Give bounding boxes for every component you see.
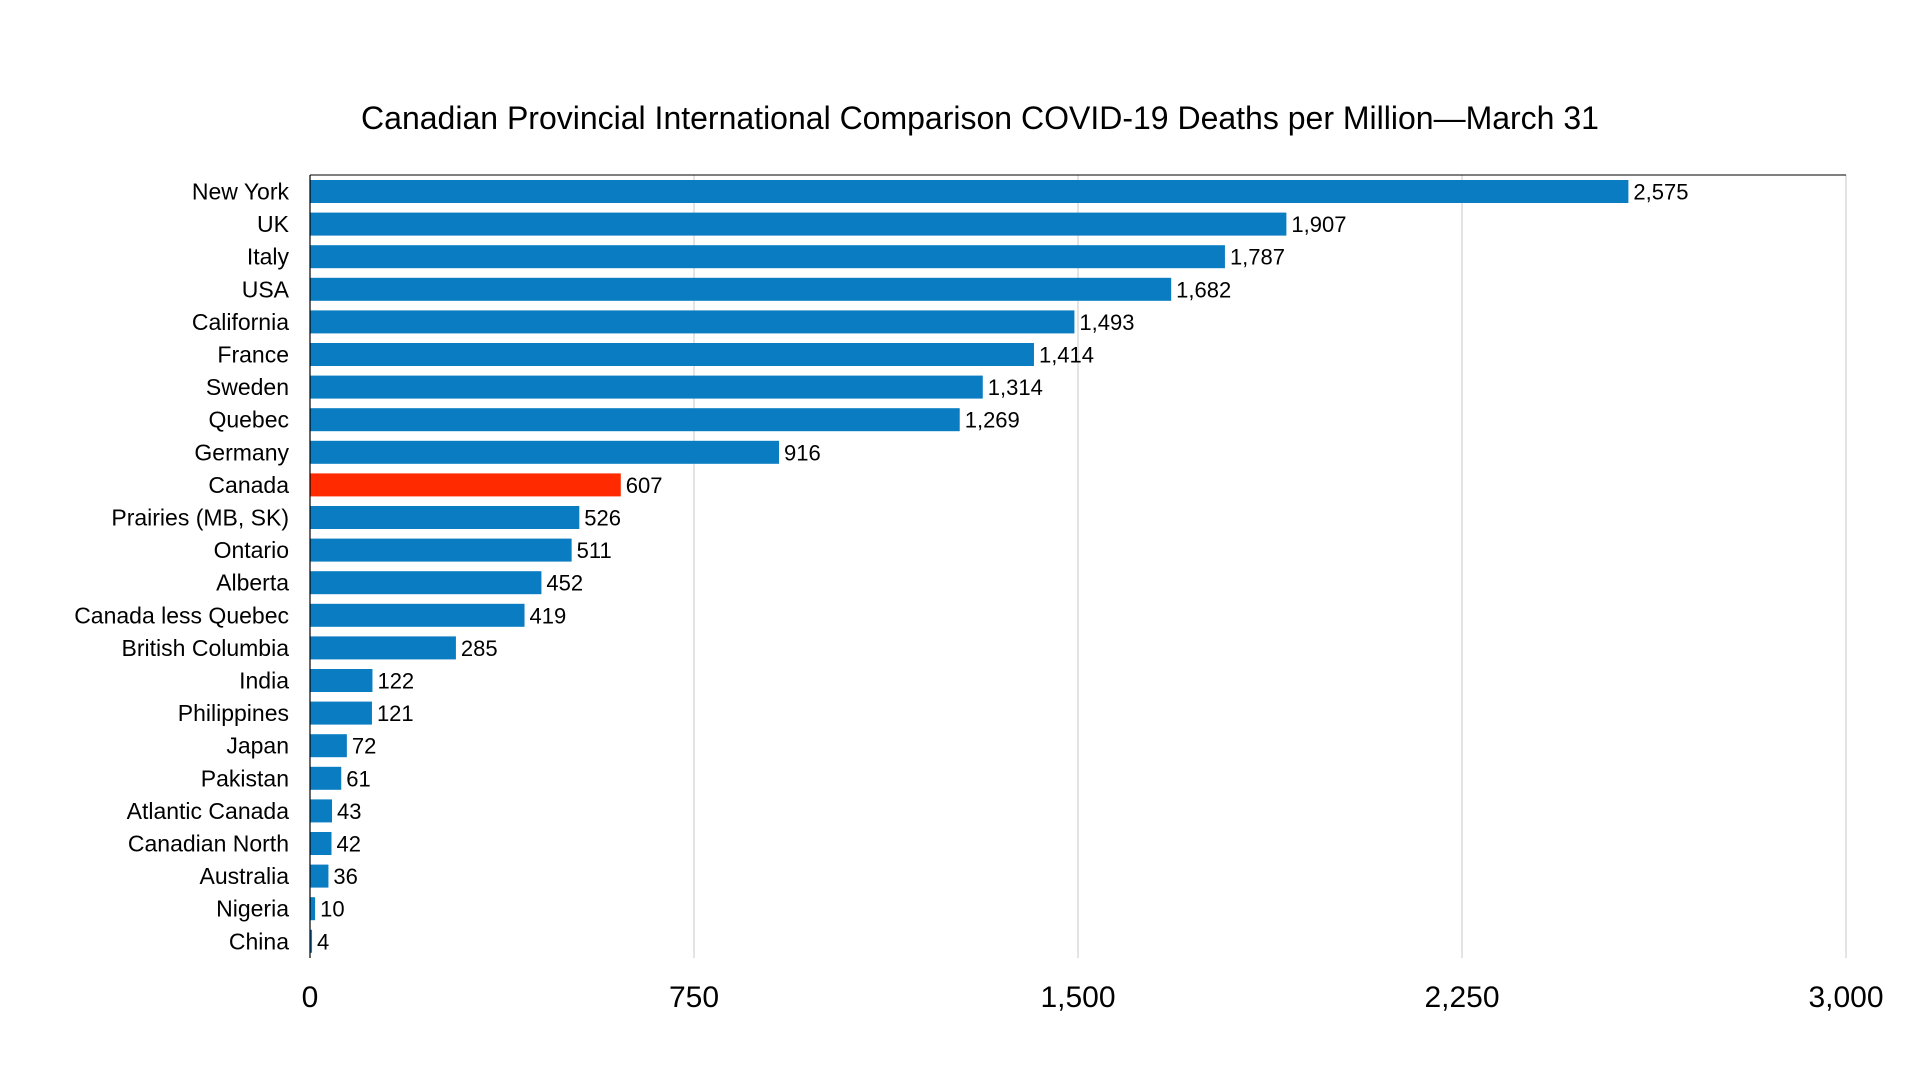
bar-uk xyxy=(310,212,1287,236)
category-label: Nigeria xyxy=(216,896,289,922)
value-label: 1,682 xyxy=(1176,277,1231,302)
value-label: 2,575 xyxy=(1633,180,1688,205)
category-label: Pakistan xyxy=(201,765,289,791)
value-label: 1,493 xyxy=(1079,310,1134,335)
bar-canada xyxy=(310,473,621,497)
x-tick-label: 0 xyxy=(302,981,319,1014)
bar-italy xyxy=(310,245,1225,269)
value-label: 42 xyxy=(337,832,361,857)
value-label: 1,269 xyxy=(965,408,1020,433)
value-label: 122 xyxy=(377,669,414,694)
value-label: 10 xyxy=(320,897,344,922)
value-label: 43 xyxy=(337,799,361,824)
value-label: 4 xyxy=(317,929,329,954)
value-label: 526 xyxy=(584,506,621,531)
category-label: California xyxy=(192,309,289,335)
value-label: 916 xyxy=(784,440,821,465)
bar-china xyxy=(310,929,313,953)
category-label: New York xyxy=(192,179,290,205)
bar-british-columbia xyxy=(310,636,456,660)
category-label: Sweden xyxy=(206,374,289,400)
category-label: France xyxy=(217,342,289,368)
value-label: 1,787 xyxy=(1230,245,1285,270)
bar-france xyxy=(310,343,1034,366)
value-label: 452 xyxy=(546,571,583,596)
bar-australia xyxy=(310,864,329,888)
bar-canada-less-quebec xyxy=(310,603,525,627)
category-label: UK xyxy=(257,211,290,237)
chart-title: Canadian Provincial International Compar… xyxy=(361,100,1599,136)
bar-alberta xyxy=(310,571,542,595)
value-label: 1,907 xyxy=(1291,212,1346,237)
bar-atlantic-canada xyxy=(310,799,333,823)
bar-quebec xyxy=(310,408,960,432)
category-label: Quebec xyxy=(208,407,289,433)
bar-nigeria xyxy=(310,897,316,921)
bar-japan xyxy=(310,734,347,758)
bar-sweden xyxy=(310,375,983,399)
x-tick-label: 1,500 xyxy=(1040,981,1115,1014)
category-label: Atlantic Canada xyxy=(127,798,290,824)
x-tick-label: 3,000 xyxy=(1808,981,1883,1014)
bar-india xyxy=(310,669,373,692)
category-label: Germany xyxy=(194,439,289,465)
value-label: 285 xyxy=(461,636,498,661)
axes xyxy=(309,174,1846,958)
value-label: 121 xyxy=(377,701,414,726)
category-label: USA xyxy=(242,276,290,302)
x-tick-label: 750 xyxy=(669,981,719,1014)
bar-california xyxy=(310,310,1075,334)
value-label: 61 xyxy=(346,766,370,791)
gridlines xyxy=(693,175,1847,958)
value-label: 419 xyxy=(530,603,567,628)
bar-prairies-mb-sk xyxy=(310,506,580,529)
category-label: Canada less Quebec xyxy=(74,602,289,628)
labels: 0 750 1,500 2,250 3,000 New York 2,575 UK 1,907 I… xyxy=(74,179,1883,1015)
category-label: Prairies (MB, SK) xyxy=(111,505,289,531)
category-label: Japan xyxy=(226,733,289,759)
value-label: 511 xyxy=(577,538,612,563)
bar-usa xyxy=(310,277,1172,301)
category-label: China xyxy=(229,928,289,954)
category-label: Italy xyxy=(247,244,290,270)
x-tick-label: 2,250 xyxy=(1424,981,1499,1014)
category-label: Alberta xyxy=(216,570,289,596)
category-label: Canadian North xyxy=(128,831,289,857)
bar-new-york xyxy=(310,180,1629,203)
value-label: 36 xyxy=(333,864,357,889)
category-label: Australia xyxy=(200,863,290,889)
value-label: 72 xyxy=(352,734,376,759)
value-label: 1,314 xyxy=(988,375,1043,400)
bar-canadian-north xyxy=(310,832,332,855)
bar-germany xyxy=(310,440,779,464)
bars xyxy=(310,180,1629,953)
category-label: British Columbia xyxy=(122,635,290,661)
value-label: 1,414 xyxy=(1039,343,1094,368)
bar-pakistan xyxy=(310,766,342,790)
category-label: Canada xyxy=(208,472,289,498)
bar-ontario xyxy=(310,538,572,562)
category-label: Ontario xyxy=(214,537,289,563)
bar-philippines xyxy=(310,701,372,725)
value-label: 607 xyxy=(626,473,663,498)
category-label: India xyxy=(239,668,289,694)
category-label: Philippines xyxy=(178,700,289,726)
